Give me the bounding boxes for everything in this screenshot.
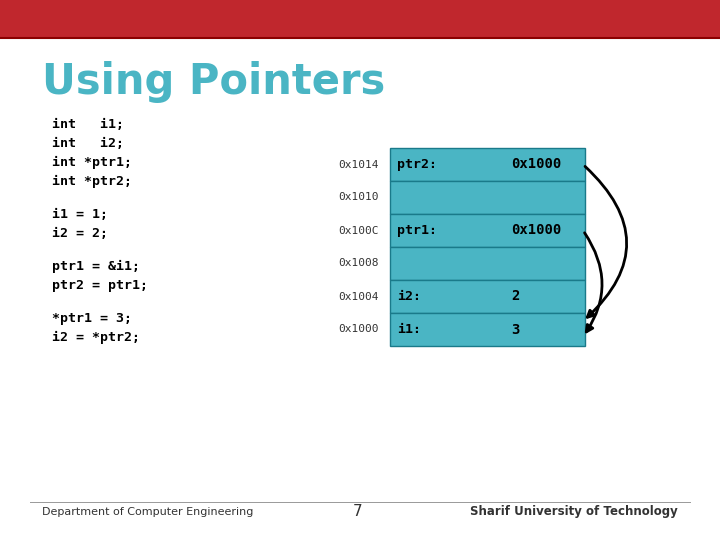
Text: 0x1000: 0x1000 <box>511 158 561 172</box>
Text: 0x1000: 0x1000 <box>338 325 379 334</box>
Text: i2:: i2: <box>397 290 421 303</box>
Bar <box>0 0 720 38</box>
Bar <box>390 148 585 181</box>
Text: Sharif University of Technology: Sharif University of Technology <box>470 505 678 518</box>
Bar <box>390 181 585 214</box>
Bar <box>390 247 585 280</box>
Text: i1:: i1: <box>397 323 421 336</box>
Text: i1 = 1;: i1 = 1; <box>52 208 108 221</box>
Text: i2 = *ptr2;: i2 = *ptr2; <box>52 331 140 344</box>
Text: 0x1008: 0x1008 <box>338 259 379 268</box>
Text: 0x1000: 0x1000 <box>511 224 561 238</box>
Text: int   i2;: int i2; <box>52 137 124 150</box>
Bar <box>390 280 585 313</box>
Text: int *ptr2;: int *ptr2; <box>52 175 132 188</box>
Bar <box>390 214 585 247</box>
Text: ptr2 = ptr1;: ptr2 = ptr1; <box>52 279 148 292</box>
Text: ptr1 = &i1;: ptr1 = &i1; <box>52 260 140 273</box>
Bar <box>390 313 585 346</box>
Text: Modular programming – Lecture 7: Modular programming – Lecture 7 <box>95 14 321 26</box>
Text: 0x1014: 0x1014 <box>338 159 379 170</box>
Text: *ptr1 = 3;: *ptr1 = 3; <box>52 312 132 325</box>
Text: Using Pointers: Using Pointers <box>42 61 385 103</box>
Text: 0x1010: 0x1010 <box>338 192 379 202</box>
Text: 0x100C: 0x100C <box>338 226 379 235</box>
Text: ptr1:: ptr1: <box>397 224 437 237</box>
Text: int   i1;: int i1; <box>52 118 124 131</box>
Text: ptr2:: ptr2: <box>397 158 437 171</box>
Text: Department of Computer Engineering: Department of Computer Engineering <box>42 507 253 517</box>
Text: 0x1004: 0x1004 <box>338 292 379 301</box>
Text: i2 = 2;: i2 = 2; <box>52 227 108 240</box>
Text: 2: 2 <box>511 289 519 303</box>
Text: 3: 3 <box>511 322 519 336</box>
Text: int *ptr1;: int *ptr1; <box>52 156 132 169</box>
Text: 7: 7 <box>354 504 363 519</box>
